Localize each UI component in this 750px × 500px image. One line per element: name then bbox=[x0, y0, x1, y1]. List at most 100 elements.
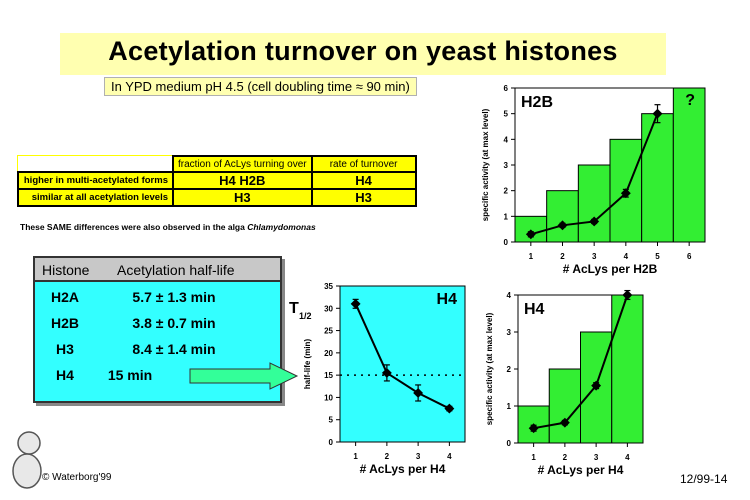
note-text: These SAME differences were also observe… bbox=[20, 222, 248, 232]
corner-mark: ? bbox=[685, 92, 695, 109]
copyright: © Waterborg'99 bbox=[42, 472, 112, 483]
y-axis-label: specific activity (at max level) bbox=[481, 108, 490, 221]
turnover-row-label: similar at all acetylation levels bbox=[17, 188, 174, 207]
chart-bar bbox=[577, 164, 611, 243]
data-point bbox=[652, 108, 663, 119]
y-tick-label: 6 bbox=[504, 84, 509, 93]
y-symbol-subscript: 1/2 bbox=[299, 311, 312, 321]
table-row: higher in multi-acetylated forms H4 H2B … bbox=[17, 171, 417, 190]
x-axis-label: # AcLys per H2B bbox=[563, 262, 658, 276]
chart-h2b: 0 1 2 3 4 5 6 1 2 3 4 5 6 # AcLys per H2B specific act… bbox=[481, 84, 706, 276]
y-axis-label: half-life (min) bbox=[303, 339, 312, 390]
x-tick-label: 2 bbox=[385, 452, 390, 461]
y-tick-label: 35 bbox=[324, 282, 333, 291]
panel-label: H4 bbox=[524, 301, 545, 318]
y-symbol: T bbox=[289, 300, 299, 317]
data-point bbox=[559, 417, 570, 428]
x-tick-label: 3 bbox=[592, 252, 597, 261]
x-tick-label: 2 bbox=[563, 453, 568, 462]
y-axis-label: specific activity (at max level) bbox=[485, 312, 494, 425]
slide-id: 12/99-14 bbox=[680, 472, 728, 486]
y-tick-label: 1 bbox=[507, 402, 512, 411]
turnover-header-fraction: fraction of AcLys turning over bbox=[172, 155, 313, 173]
y-tick-label: 0 bbox=[329, 438, 334, 447]
turnover-rate-value: H3 bbox=[310, 188, 417, 207]
halflife-header-histone: Histone bbox=[42, 262, 90, 278]
y-tick-label: 2 bbox=[504, 187, 509, 196]
panel-label: H4 bbox=[437, 291, 458, 308]
halflife-histone: H4 bbox=[56, 367, 74, 383]
x-tick-label: 1 bbox=[529, 252, 534, 261]
y-tick-label: 4 bbox=[507, 291, 512, 300]
slide-title: Acetylation turnover on yeast histones bbox=[108, 36, 618, 66]
halflife-value: 3.8 ± 0.7 min bbox=[132, 315, 216, 331]
title-banner bbox=[60, 33, 666, 75]
data-point bbox=[528, 423, 539, 434]
y-tick-label: 5 bbox=[504, 110, 509, 119]
yeast-logo bbox=[12, 431, 42, 489]
halflife-value: 5.7 ± 1.3 min bbox=[132, 289, 216, 305]
x-axis-label: # AcLys per H4 bbox=[538, 463, 624, 477]
y-tick-label: 1 bbox=[504, 212, 509, 221]
x-axis-label: # AcLys per H4 bbox=[360, 462, 446, 476]
turnover-corner-cell bbox=[18, 156, 173, 172]
data-point bbox=[622, 290, 633, 300]
y-tick-label: 0 bbox=[507, 439, 512, 448]
y-tick-label: 10 bbox=[324, 393, 333, 402]
turnover-table-header: fraction of AcLys turning over rate of t… bbox=[18, 155, 417, 173]
halflife-value: 15 min bbox=[107, 367, 153, 383]
slide-subtitle: In YPD medium pH 4.5 (cell doubling time… bbox=[104, 77, 417, 96]
x-tick-label: 1 bbox=[531, 453, 536, 462]
x-tick-label: 6 bbox=[687, 252, 692, 261]
chart-bar bbox=[641, 113, 674, 243]
y-tick-label: 5 bbox=[329, 416, 334, 425]
x-tick-label: 3 bbox=[594, 453, 599, 462]
turnover-fraction-value: H3 bbox=[172, 188, 313, 207]
y-tick-label: 15 bbox=[324, 371, 333, 380]
turnover-fraction-value: H4 H2B bbox=[172, 171, 313, 190]
y-tick-label: 4 bbox=[504, 135, 509, 144]
chart-bar bbox=[546, 190, 579, 243]
x-tick-label: 3 bbox=[416, 452, 421, 461]
series-line bbox=[354, 303, 450, 410]
turnover-row-label: higher in multi-acetylated forms bbox=[17, 171, 174, 190]
x-tick-label: 4 bbox=[625, 453, 630, 462]
x-tick-label: 5 bbox=[655, 252, 660, 261]
x-tick-label: 4 bbox=[447, 452, 452, 461]
table-row: similar at all acetylation levels H3 H3 bbox=[17, 188, 417, 207]
data-point bbox=[557, 220, 568, 231]
x-tick-label: 1 bbox=[353, 452, 358, 461]
halflife-histone: H2B bbox=[50, 315, 79, 331]
y-tick-label: 0 bbox=[504, 238, 509, 247]
data-point bbox=[444, 403, 455, 414]
y-tick-label: 25 bbox=[324, 327, 333, 336]
chart-h4-halflife: 0 5 10 15 20 25 30 35 1 2 3 4# AcLys per H4 half-lif… bbox=[289, 282, 466, 476]
pointer-arrow bbox=[189, 362, 299, 390]
chart-bar bbox=[611, 294, 644, 444]
halflife-header-value: Acetylation half-life bbox=[117, 262, 235, 278]
turnover-rate-value: H4 bbox=[310, 171, 417, 190]
turnover-table: fraction of AcLys turning over rate of t… bbox=[17, 155, 417, 207]
series-line bbox=[533, 294, 629, 430]
turnover-header-rate: rate of turnover bbox=[310, 155, 417, 173]
observation-note: These SAME differences were also observe… bbox=[20, 222, 316, 232]
y-tick-label: 30 bbox=[324, 304, 333, 313]
yeast-bud-icon bbox=[17, 431, 41, 455]
y-tick-label: 2 bbox=[507, 365, 512, 374]
yeast-cell-icon bbox=[12, 453, 42, 489]
chart-bar bbox=[672, 87, 706, 243]
y-tick-label: 20 bbox=[324, 349, 333, 358]
x-tick-label: 4 bbox=[624, 252, 629, 261]
halflife-histone: H2A bbox=[50, 289, 79, 305]
x-tick-label: 2 bbox=[560, 252, 565, 261]
chart-bar bbox=[548, 368, 581, 444]
halflife-table-header bbox=[35, 258, 280, 282]
plot-area bbox=[339, 285, 466, 443]
halflife-histone: H3 bbox=[56, 341, 74, 357]
y-tick-label: 3 bbox=[507, 328, 512, 337]
data-point bbox=[591, 380, 602, 391]
y-tick-label: 3 bbox=[504, 161, 509, 170]
note-organism: Chlamydomonas bbox=[247, 222, 316, 232]
